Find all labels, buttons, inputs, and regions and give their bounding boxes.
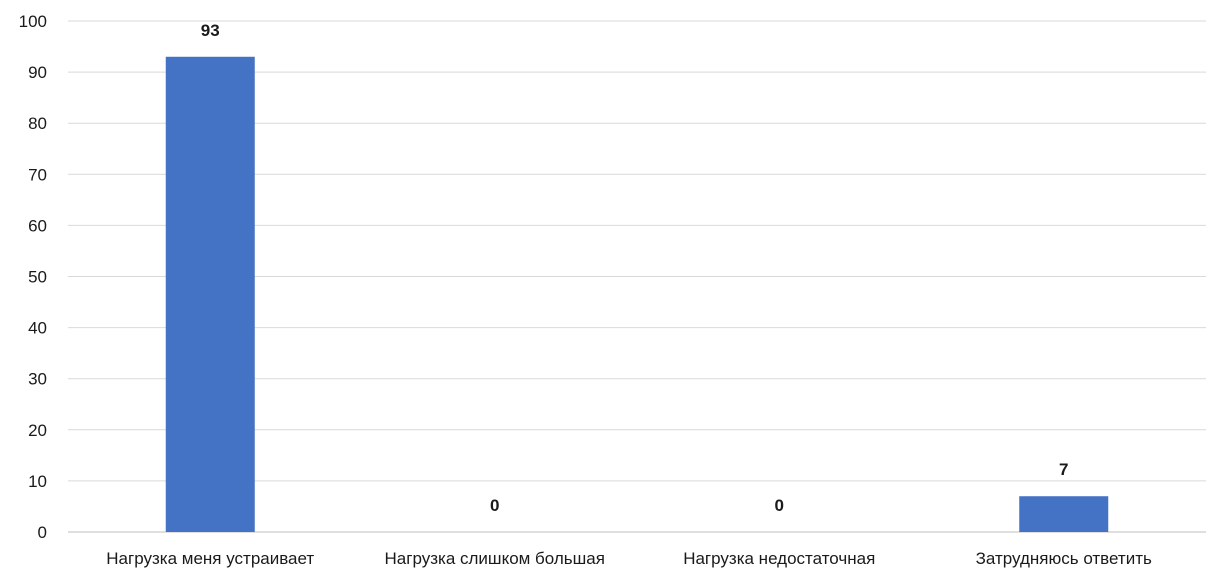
y-tick-label: 90 — [28, 63, 47, 82]
data-label: 0 — [775, 496, 784, 515]
y-tick-label: 0 — [38, 523, 47, 542]
bars — [165, 56, 1109, 533]
bar — [165, 56, 255, 533]
bar — [1019, 496, 1109, 532]
category-label: Затрудняюсь ответить — [976, 549, 1152, 568]
data-label: 0 — [490, 496, 499, 515]
data-label: 93 — [201, 21, 220, 40]
y-axis-ticks: 0 10 20 30 40 50 60 70 80 90 100 — [19, 12, 47, 542]
y-tick-label: 30 — [28, 370, 47, 389]
data-labels: 93 0 0 7 — [201, 21, 1069, 515]
y-tick-label: 40 — [28, 319, 47, 338]
y-tick-label: 100 — [19, 12, 47, 31]
gridlines — [68, 20, 1206, 533]
category-label: Нагрузка меня устраивает — [106, 549, 314, 568]
category-label: Нагрузка недостаточная — [683, 549, 875, 568]
y-tick-label: 70 — [28, 165, 47, 184]
category-labels: Нагрузка меня устраивает Нагрузка слишком… — [106, 549, 1152, 568]
y-tick-label: 80 — [28, 114, 47, 133]
y-tick-label: 60 — [28, 216, 47, 235]
y-tick-label: 20 — [28, 421, 47, 440]
category-label: Нагрузка слишком большая — [385, 549, 605, 568]
y-tick-label: 10 — [28, 472, 47, 491]
y-tick-label: 50 — [28, 268, 47, 287]
data-label: 7 — [1059, 460, 1068, 479]
